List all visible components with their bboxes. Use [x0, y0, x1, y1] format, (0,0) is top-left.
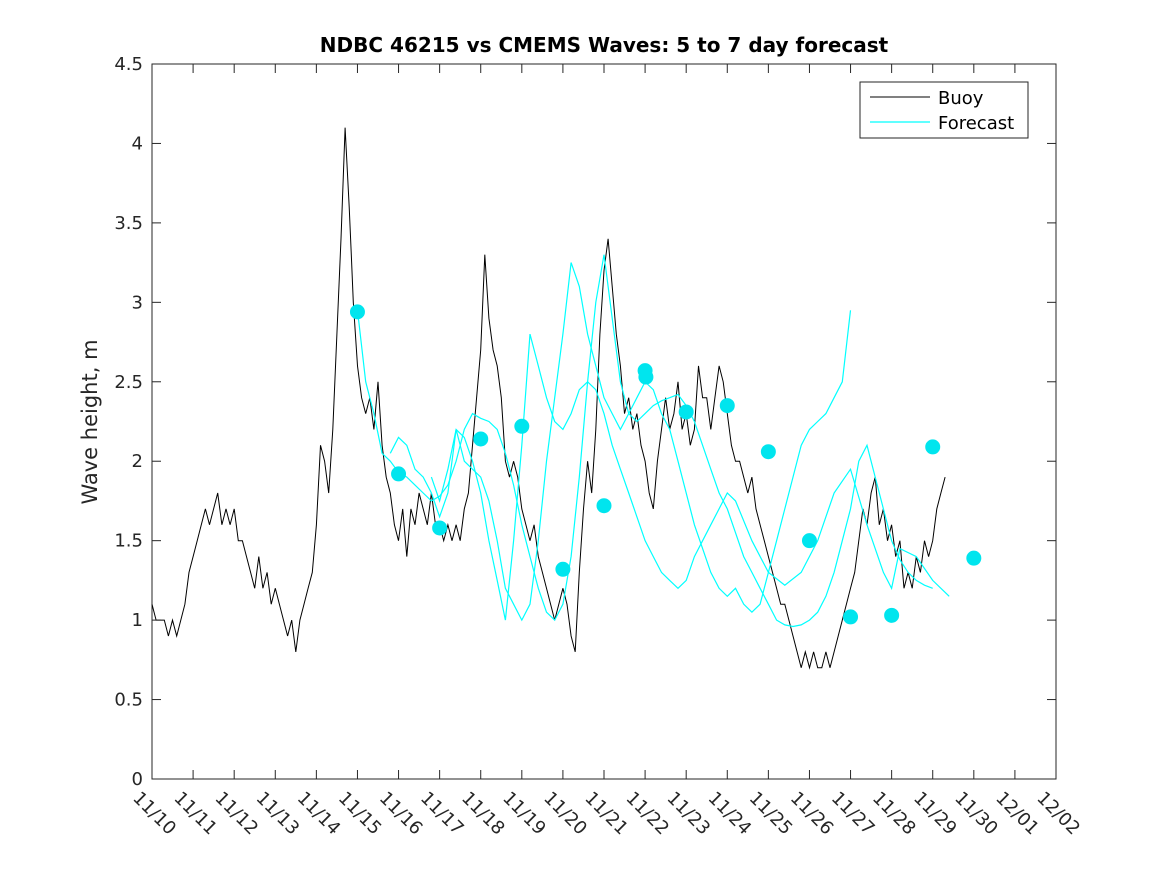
forecast-marker-11 [719, 398, 735, 414]
y-tick-label: 4.5 [114, 54, 143, 75]
x-tick-label: 11/15 [334, 788, 386, 840]
x-tick-label: 11/18 [457, 788, 509, 840]
x-tick-label: 11/16 [375, 788, 427, 840]
y-tick-label: 3 [132, 292, 143, 313]
legend-buoy-label: Buoy [938, 88, 984, 109]
forecast-marker-14 [843, 609, 859, 625]
series-layer [151, 127, 982, 670]
forecast-marker-4 [473, 431, 489, 447]
x-tick-label: 11/20 [539, 788, 591, 840]
x-tick-label: 11/24 [704, 788, 756, 840]
y-axis-label: Wave height, m [78, 339, 102, 504]
x-tick-label: 11/14 [293, 788, 345, 840]
chart-title: NDBC 46215 vs CMEMS Waves: 5 to 7 day fo… [320, 33, 889, 57]
forecast-marker-15 [884, 607, 900, 623]
x-tick-label: 11/22 [622, 788, 674, 840]
legend-box [859, 81, 1029, 139]
y-tick-label: 2.5 [114, 372, 143, 393]
forecast-marker-13 [801, 533, 817, 549]
x-tick-label: 11/23 [663, 788, 715, 840]
x-tick-label: 11/17 [416, 788, 468, 840]
forecast-marker-3 [432, 520, 448, 536]
series-forecast-line-2 [389, 262, 852, 622]
x-tick-label: 11/28 [868, 788, 920, 840]
y-tick-label: 0 [132, 769, 143, 790]
forecast-marker-10 [678, 404, 694, 420]
x-tick-label: 11/13 [252, 788, 304, 840]
series-forecast-line-1 [356, 254, 933, 628]
x-tick-label: 11/19 [498, 788, 550, 840]
forecast-marker-5 [514, 418, 530, 434]
x-tick-label: 11/11 [170, 788, 222, 840]
forecast-marker-2 [391, 466, 407, 482]
plot-area [152, 64, 1056, 779]
y-tick-label: 1 [132, 610, 143, 631]
forecast-marker-12 [760, 444, 776, 460]
series-forecast-line-3 [430, 333, 950, 621]
x-tick-label: 11/30 [950, 788, 1002, 840]
y-tick-label: 2 [132, 451, 143, 472]
legend: Buoy Forecast [859, 81, 1029, 139]
x-tick-label: 11/26 [786, 788, 838, 840]
x-tick-label: 12/01 [991, 788, 1043, 840]
series-buoy-line [151, 127, 946, 670]
x-tick-label: 11/21 [580, 788, 632, 840]
forecast-marker-1 [349, 304, 365, 320]
y-tick-label: 4 [132, 133, 143, 154]
forecast-marker-9 [638, 369, 654, 385]
forecast-marker-7 [596, 498, 612, 514]
legend-forecast-label: Forecast [938, 113, 1014, 134]
y-tick-label: 3.5 [114, 213, 143, 234]
y-tick-label: 1.5 [114, 531, 143, 552]
y-tick-label: 0.5 [114, 690, 143, 711]
plot-background [152, 64, 1056, 779]
x-tick-label: 11/25 [745, 788, 797, 840]
forecast-marker-17 [966, 550, 982, 566]
x-tick-label: 11/12 [211, 788, 263, 840]
x-tick-label: 11/10 [128, 788, 180, 840]
x-tick-label: 11/29 [909, 788, 961, 840]
x-tick-label: 11/27 [827, 788, 879, 840]
forecast-marker-6 [555, 561, 571, 577]
forecast-marker-16 [925, 439, 941, 455]
x-tick-label: 12/02 [1032, 788, 1084, 840]
